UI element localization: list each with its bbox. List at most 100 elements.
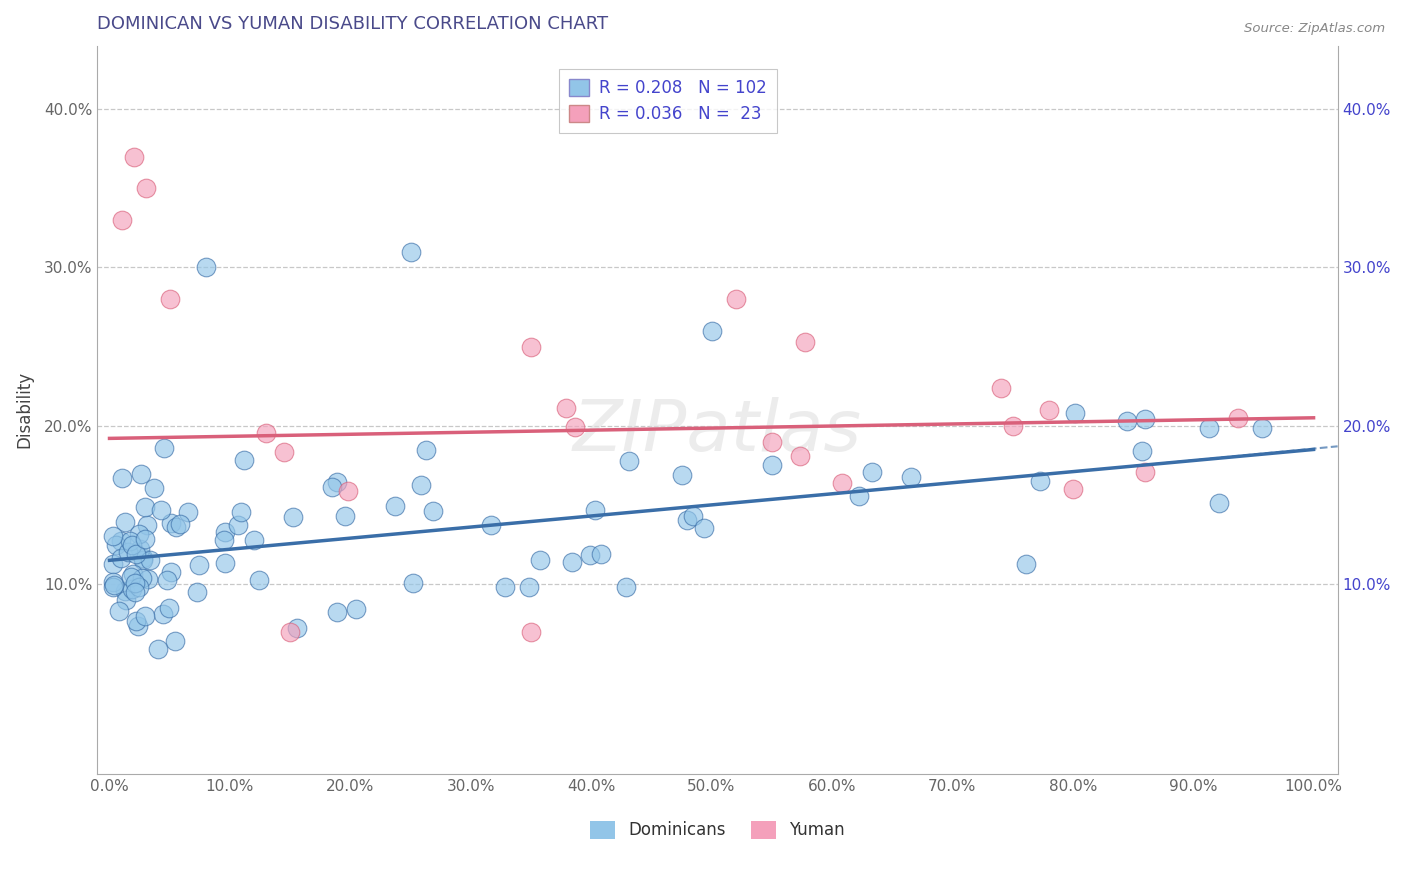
Point [212, 533, 235, 547]
Point [108, 604, 131, 618]
Point [101, 529, 124, 543]
Point [120, 534, 142, 549]
Point [614, 580, 637, 594]
Point [583, 503, 606, 517]
Point [900, 470, 922, 484]
Point [128, 619, 150, 633]
Point [134, 533, 156, 547]
Point [153, 441, 176, 455]
Point [1251, 420, 1274, 434]
Point [1028, 474, 1050, 488]
Point [160, 516, 183, 530]
Point [422, 504, 444, 518]
Point [761, 434, 783, 449]
Point [254, 426, 277, 441]
Point [335, 508, 357, 523]
Point [110, 533, 132, 548]
Point [848, 489, 870, 503]
Point [169, 516, 191, 531]
Point [125, 547, 148, 561]
Point [344, 601, 367, 615]
Point [671, 467, 693, 482]
Point [494, 580, 516, 594]
Text: DOMINICAN VS YUMAN DISABILITY CORRELATION CHART: DOMINICAN VS YUMAN DISABILITY CORRELATIO… [97, 15, 609, 33]
Point [1115, 414, 1137, 428]
Point [121, 567, 143, 582]
Point [136, 572, 159, 586]
Point [121, 582, 143, 596]
Point [134, 609, 156, 624]
Point [214, 557, 236, 571]
Point [1064, 407, 1087, 421]
Point [693, 521, 716, 535]
Point [1015, 557, 1038, 571]
Point [564, 420, 586, 434]
Point [409, 478, 432, 492]
Point [561, 555, 583, 569]
Point [165, 520, 187, 534]
Point [124, 584, 146, 599]
Point [415, 442, 437, 457]
Point [163, 634, 186, 648]
Point [529, 553, 551, 567]
Point [273, 445, 295, 459]
Point [676, 513, 699, 527]
Point [1208, 496, 1230, 510]
Point [232, 452, 254, 467]
Point [278, 624, 301, 639]
Point [283, 510, 305, 524]
Point [214, 524, 236, 539]
Point [1130, 444, 1153, 458]
Point [159, 565, 181, 579]
Point [105, 538, 128, 552]
Point [157, 601, 180, 615]
Point [131, 571, 153, 585]
Point [186, 585, 208, 599]
Point [114, 515, 136, 529]
Point [578, 548, 600, 562]
Legend: Dominicans, Yuman: Dominicans, Yuman [583, 814, 852, 846]
Point [793, 334, 815, 349]
Point [724, 292, 747, 306]
Point [1062, 482, 1084, 496]
Point [228, 518, 250, 533]
Point [132, 550, 155, 565]
Point [321, 480, 343, 494]
Point [128, 527, 150, 541]
Point [831, 475, 853, 490]
Point [110, 551, 132, 566]
Point [1198, 420, 1220, 434]
Point [129, 467, 152, 482]
Point [121, 538, 143, 552]
Point [124, 575, 146, 590]
Point [101, 557, 124, 571]
Point [789, 449, 811, 463]
Point [399, 244, 422, 259]
Point [146, 641, 169, 656]
Point [990, 381, 1012, 395]
Point [520, 624, 543, 639]
Point [120, 570, 142, 584]
Point [479, 517, 502, 532]
Point [1038, 403, 1060, 417]
Point [117, 545, 139, 559]
Point [700, 324, 723, 338]
Point [111, 470, 134, 484]
Point [520, 339, 543, 353]
Point [554, 401, 576, 416]
Point [1135, 412, 1157, 426]
Point [761, 458, 783, 472]
Point [128, 580, 150, 594]
Point [101, 575, 124, 590]
Point [132, 553, 155, 567]
Point [1001, 418, 1024, 433]
Point [247, 573, 270, 587]
Point [619, 453, 641, 467]
Point [337, 484, 360, 499]
Point [103, 578, 125, 592]
Point [114, 583, 136, 598]
Point [110, 212, 132, 227]
Y-axis label: Disability: Disability [15, 371, 32, 449]
Point [194, 260, 217, 275]
Point [134, 500, 156, 514]
